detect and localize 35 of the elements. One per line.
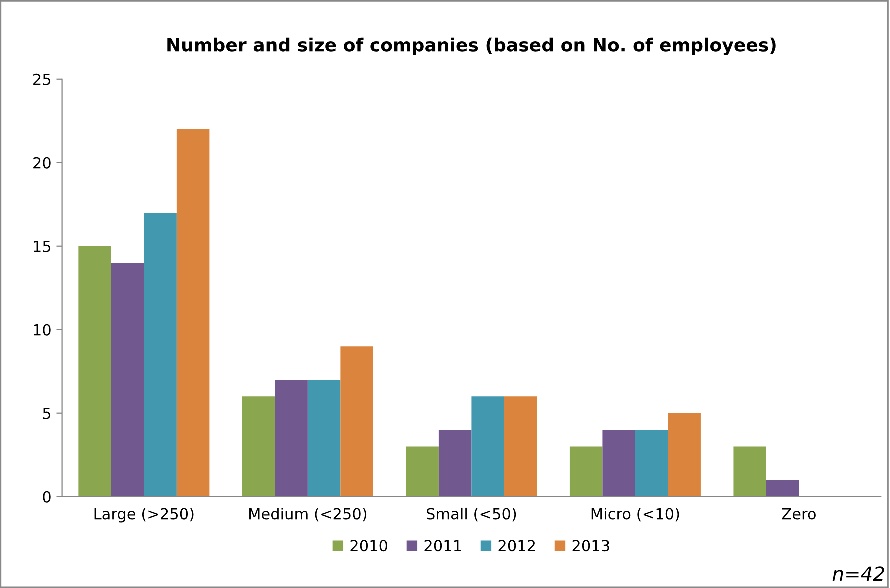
y-tick-label: 25 (34, 74, 51, 86)
legend-label: 2013 (572, 540, 610, 552)
bar (504, 396, 538, 497)
bar (340, 346, 374, 497)
bar (275, 380, 308, 497)
y-tick-label: 10 (34, 324, 51, 336)
bar (668, 413, 701, 497)
x-tick-label: Micro (<10) (592, 508, 680, 522)
x-tick-label: Medium (<250) (250, 508, 367, 522)
bar (406, 446, 439, 497)
bar (472, 396, 504, 497)
bar (570, 446, 603, 497)
chart-title: Number and size of companies (based on No. of employees) (168, 38, 776, 56)
bar (734, 446, 766, 497)
legend-label: 2011 (424, 540, 462, 552)
bar (635, 430, 668, 497)
y-tick-label: 5 (43, 408, 51, 420)
bar (176, 129, 210, 497)
bar (602, 430, 636, 497)
bar (242, 396, 276, 497)
x-tick-label: Large (>250) (94, 508, 194, 523)
bar (111, 263, 144, 497)
x-tick-label: Zero (782, 508, 816, 520)
y-tick-label: 20 (34, 157, 51, 169)
x-tick-label: Small (<50) (426, 508, 516, 522)
y-tick-label: 0 (43, 491, 51, 503)
bar (78, 246, 112, 497)
bar (308, 380, 341, 497)
legend-label: 2010 (350, 540, 388, 552)
bar (438, 430, 472, 497)
text: n=42 (832, 566, 884, 582)
bar (144, 212, 177, 497)
legend-label: 2012 (498, 540, 536, 552)
bar (766, 480, 800, 497)
y-tick-label: 15 (34, 241, 51, 252)
